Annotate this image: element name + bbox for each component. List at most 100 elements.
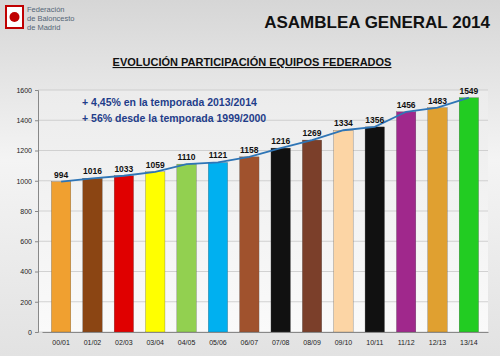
y-tick: 600 xyxy=(20,238,38,245)
bar xyxy=(428,108,447,332)
y-tick-mark xyxy=(35,151,38,152)
chart-title: EVOLUCIÓN PARTICIPACIÓN EQUIPOS FEDERADO… xyxy=(113,56,392,68)
y-tick-label: 800 xyxy=(20,208,32,215)
grid xyxy=(38,90,488,332)
x-tick: 10/11 xyxy=(366,332,383,346)
bar xyxy=(365,127,384,332)
grid-line xyxy=(38,211,488,212)
y-tick-mark xyxy=(35,272,38,273)
y-tick-mark xyxy=(35,90,38,91)
marks xyxy=(51,98,478,332)
x-tick-label: 02/03 xyxy=(115,339,133,346)
y-tick-label: 1000 xyxy=(16,177,32,184)
x-tick-label: 13/14 xyxy=(460,339,478,346)
bar xyxy=(271,148,290,332)
x-tick: 08/09 xyxy=(303,332,321,346)
data-label: 1216 xyxy=(271,136,290,146)
x-tick-label: 06/07 xyxy=(241,339,259,346)
x-tick: 07/08 xyxy=(272,332,290,346)
y-tick: 1400 xyxy=(16,117,38,124)
x-tick: 01/02 xyxy=(84,332,102,346)
x-tick: 02/03 xyxy=(115,332,133,346)
logo-text: de Baloncesto xyxy=(27,14,75,23)
y-tick-mark xyxy=(35,302,38,303)
x-tick: 13/14 xyxy=(460,332,478,346)
bar xyxy=(146,172,165,332)
logo: Federaciónde Baloncestode Madrid xyxy=(6,5,75,32)
data-label: 1456 xyxy=(397,100,416,110)
bar xyxy=(459,98,478,332)
x-tick-label: 04/05 xyxy=(178,339,196,346)
y-tick: 800 xyxy=(20,208,38,215)
y-tick: 1000 xyxy=(16,177,38,184)
x-tick: 11/12 xyxy=(398,332,415,346)
background xyxy=(0,0,500,356)
data-label: 1356 xyxy=(365,115,384,125)
data-label: 1016 xyxy=(83,166,102,176)
x-axis: 00/01 01/02 02/03 03/04 04/05 05/06 06/07 07/08… xyxy=(43,332,489,346)
logo-text: de Madrid xyxy=(27,23,60,32)
x-tick-label: 07/08 xyxy=(272,339,290,346)
x-tick: 05/06 xyxy=(209,332,227,346)
data-label: 1121 xyxy=(209,150,228,160)
x-tick-label: 03/04 xyxy=(146,339,164,346)
data-label: 1269 xyxy=(303,128,322,138)
y-tick-label: 200 xyxy=(20,298,32,305)
x-tick: 03/04 xyxy=(146,332,164,346)
bar xyxy=(51,182,70,332)
x-tick: 12/13 xyxy=(429,332,447,346)
logo-ball xyxy=(10,12,20,22)
y-tick: 200 xyxy=(20,298,38,305)
y-axis-line xyxy=(35,91,39,333)
data-label: 1334 xyxy=(334,118,353,128)
x-tick: 00/01 xyxy=(52,332,70,346)
data-label: 1158 xyxy=(240,145,259,155)
x-tick-label: 12/13 xyxy=(429,339,447,346)
header-title: ASAMBLEA GENERAL 2014 xyxy=(264,13,490,32)
bar xyxy=(302,140,321,332)
x-tick-label: 10/11 xyxy=(366,339,383,346)
grid-line xyxy=(38,271,488,272)
y-tick-mark xyxy=(35,181,38,182)
y-tick-mark xyxy=(35,211,38,212)
data-label: 1033 xyxy=(114,164,133,174)
grid-line xyxy=(38,180,488,181)
data-labels: 994 1016 1033 1059 1110 1121 1158 1216 1269 1334 1… xyxy=(54,86,479,180)
y-tick-mark xyxy=(35,120,38,121)
bar xyxy=(83,178,102,332)
data-label: 1549 xyxy=(459,86,478,96)
y-tick-mark xyxy=(35,241,38,242)
y-axis: 02004006008001000120014001600 xyxy=(16,87,38,336)
y-tick-label: 1200 xyxy=(16,147,32,154)
grid-line xyxy=(38,332,488,333)
logo-icon xyxy=(6,6,23,28)
x-tick-label: 00/01 xyxy=(52,339,70,346)
x-axis-line xyxy=(43,332,489,333)
bar xyxy=(240,157,259,332)
y-tick-label: 600 xyxy=(20,238,32,245)
data-label: 1483 xyxy=(428,96,447,106)
data-label: 1059 xyxy=(146,160,165,170)
grid-line xyxy=(38,90,488,91)
bar xyxy=(208,162,227,332)
y-tick-mark xyxy=(35,332,38,333)
x-tick: 04/05 xyxy=(178,332,196,346)
grid-line xyxy=(38,301,488,302)
y-tick: 1600 xyxy=(16,87,38,94)
annotation: + 4,45% en la temporada 2013/2014 xyxy=(82,96,257,108)
y-tick: 1200 xyxy=(16,147,38,154)
data-label: 1110 xyxy=(178,152,196,162)
bar xyxy=(114,176,133,332)
x-tick: 09/10 xyxy=(335,332,353,346)
y-tick-label: 400 xyxy=(20,268,32,275)
grid-line xyxy=(38,150,488,151)
x-tick-label: 05/06 xyxy=(209,339,227,346)
x-tick-label: 08/09 xyxy=(303,339,321,346)
logo-text: Federación xyxy=(27,5,65,14)
y-tick-label: 1400 xyxy=(16,117,32,124)
y-tick-label: 1600 xyxy=(16,87,32,94)
bar xyxy=(396,112,415,332)
data-label: 994 xyxy=(54,170,68,180)
y-tick: 400 xyxy=(20,268,38,275)
bar xyxy=(334,130,353,332)
